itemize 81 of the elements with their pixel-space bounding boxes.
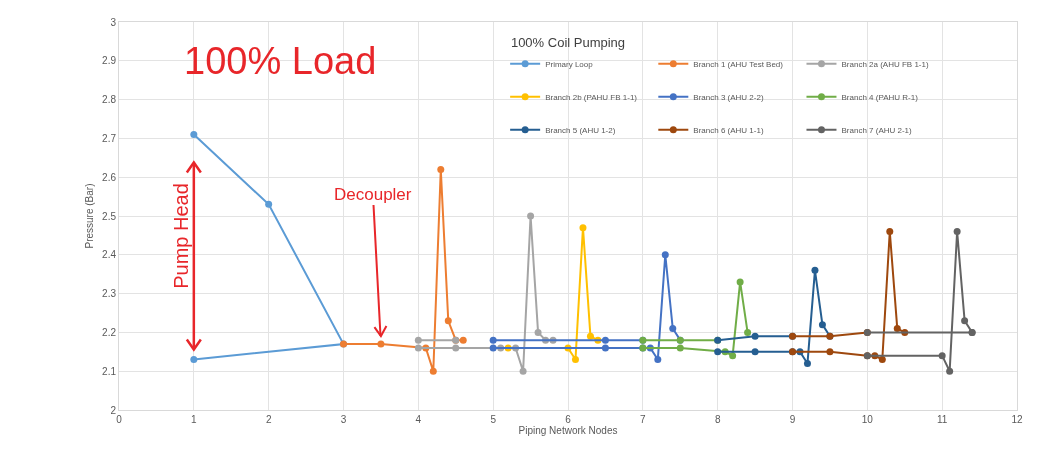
x-tick-label: 5 <box>490 414 497 425</box>
point <box>751 348 759 356</box>
point <box>527 212 535 220</box>
point <box>586 332 594 340</box>
point <box>818 321 826 329</box>
point <box>938 352 946 360</box>
y-tick-label: 2.5 <box>102 210 117 222</box>
legend-label: Branch 7 (AHU 2-1) <box>841 125 913 135</box>
y-tick-label: 2.8 <box>102 94 117 106</box>
point <box>265 200 273 208</box>
x-tick-label: 8 <box>714 414 721 425</box>
point <box>714 348 722 356</box>
x-tick-label: 10 <box>861 414 874 425</box>
point <box>878 356 886 364</box>
point <box>811 266 819 274</box>
legend-label: Branch 6 (AHU 1-1) <box>693 125 764 135</box>
point <box>452 344 460 352</box>
legend-label: Branch 3 (AHU 2-2) <box>693 92 764 102</box>
y-tick-label: 2.3 <box>102 288 117 300</box>
point <box>654 356 662 364</box>
legend-label: Branch 5 (AHU 1-2) <box>545 125 616 135</box>
y-tick-label: 2.9 <box>102 55 117 67</box>
y-tick-label: 2 <box>110 404 117 416</box>
point <box>190 131 198 139</box>
point <box>946 367 954 375</box>
x-tick-label: 2 <box>265 414 272 425</box>
annotation: Decoupler <box>334 185 412 204</box>
y-axis-title: Pressure (Bar) <box>84 183 96 249</box>
x-tick-label: 12 <box>1011 414 1023 425</box>
annotation: 100% Load <box>184 40 377 82</box>
legend-label: Branch 4 (PAHU R-1) <box>841 92 919 102</box>
x-tick-label: 4 <box>415 414 422 425</box>
point <box>669 325 677 333</box>
legend-label: Branch 2b (PAHU FB 1-1) <box>545 92 638 102</box>
point <box>736 278 744 286</box>
point <box>489 344 497 352</box>
x-tick-label: 7 <box>640 414 647 425</box>
text: 100% Coil Pumping <box>510 34 626 50</box>
y-tick-label: 2.4 <box>102 249 117 261</box>
point <box>803 359 811 367</box>
point <box>429 367 437 375</box>
y-tick-label: 2.6 <box>102 171 117 183</box>
legend-label: Branch 2a (AHU FB 1-1) <box>841 59 929 69</box>
point <box>601 344 609 352</box>
point <box>459 336 467 344</box>
point <box>437 165 445 173</box>
point <box>190 356 198 364</box>
point <box>377 340 385 348</box>
point <box>579 224 587 232</box>
point <box>661 251 669 259</box>
x-tick-label: 6 <box>565 414 572 425</box>
y-tick-label: 2.7 <box>102 132 117 144</box>
point <box>489 336 497 344</box>
point <box>534 328 542 336</box>
point <box>571 356 579 364</box>
x-axis-title: Piping Network Nodes <box>518 425 618 436</box>
point <box>886 228 894 236</box>
point <box>751 332 759 340</box>
x-tick-label: 3 <box>340 414 347 425</box>
point <box>744 328 752 336</box>
y-tick-label: 2.2 <box>102 326 117 338</box>
y-tick-label: 3 <box>110 16 117 28</box>
y-tick-label: 2.1 <box>102 365 117 377</box>
point <box>961 317 969 325</box>
point <box>676 344 684 352</box>
x-tick-label: 9 <box>789 414 796 425</box>
point <box>414 344 422 352</box>
point <box>444 317 452 325</box>
x-tick-label: 11 <box>936 414 948 425</box>
point <box>729 352 737 360</box>
point <box>519 367 527 375</box>
point <box>826 348 834 356</box>
point <box>601 336 609 344</box>
annotation: Pump Head <box>169 183 192 289</box>
x-tick-label: 1 <box>191 414 198 425</box>
point <box>953 228 961 236</box>
legend-label: Branch 1 (AHU Test Bed) <box>693 59 784 69</box>
point <box>414 336 422 344</box>
x-tick-label: 0 <box>116 414 123 425</box>
point <box>893 325 901 333</box>
legend-label: Primary Loop <box>545 59 594 69</box>
